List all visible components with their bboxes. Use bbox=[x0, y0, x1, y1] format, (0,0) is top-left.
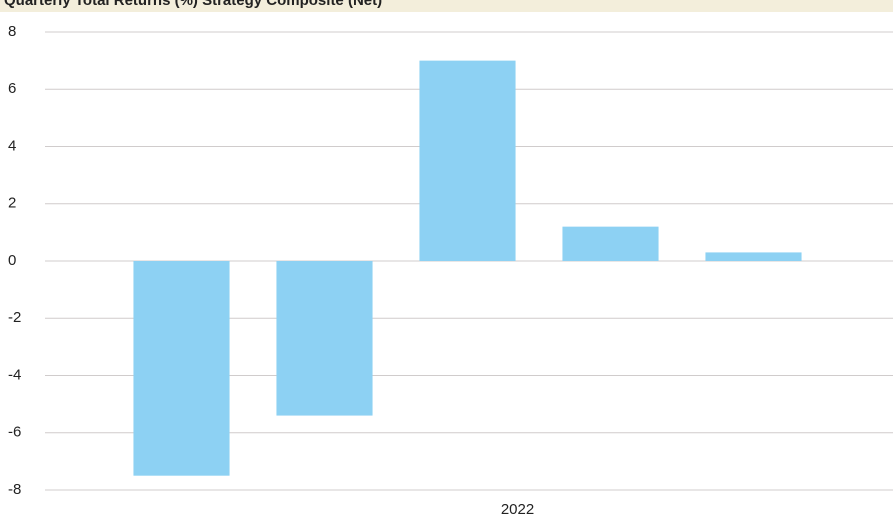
y-tick-label: 8 bbox=[8, 23, 16, 40]
y-tick-label: -8 bbox=[8, 481, 21, 498]
bar bbox=[562, 226, 659, 261]
y-tick-label: 0 bbox=[8, 252, 16, 269]
y-tick-label: 6 bbox=[8, 80, 16, 97]
y-tick-label: 2 bbox=[8, 195, 16, 212]
bar bbox=[705, 252, 802, 261]
chart-title: Quarterly Total Returns (%) Strategy Com… bbox=[4, 0, 382, 9]
x-tick-label: 2022 bbox=[501, 501, 534, 517]
y-tick-label: -2 bbox=[8, 309, 21, 326]
y-tick-label: -6 bbox=[8, 424, 21, 441]
y-tick-label: 4 bbox=[8, 137, 16, 154]
bar bbox=[419, 60, 516, 261]
title-bar bbox=[0, 0, 893, 12]
bar bbox=[276, 261, 373, 416]
y-tick-label: -4 bbox=[8, 366, 21, 383]
bar bbox=[133, 261, 230, 476]
